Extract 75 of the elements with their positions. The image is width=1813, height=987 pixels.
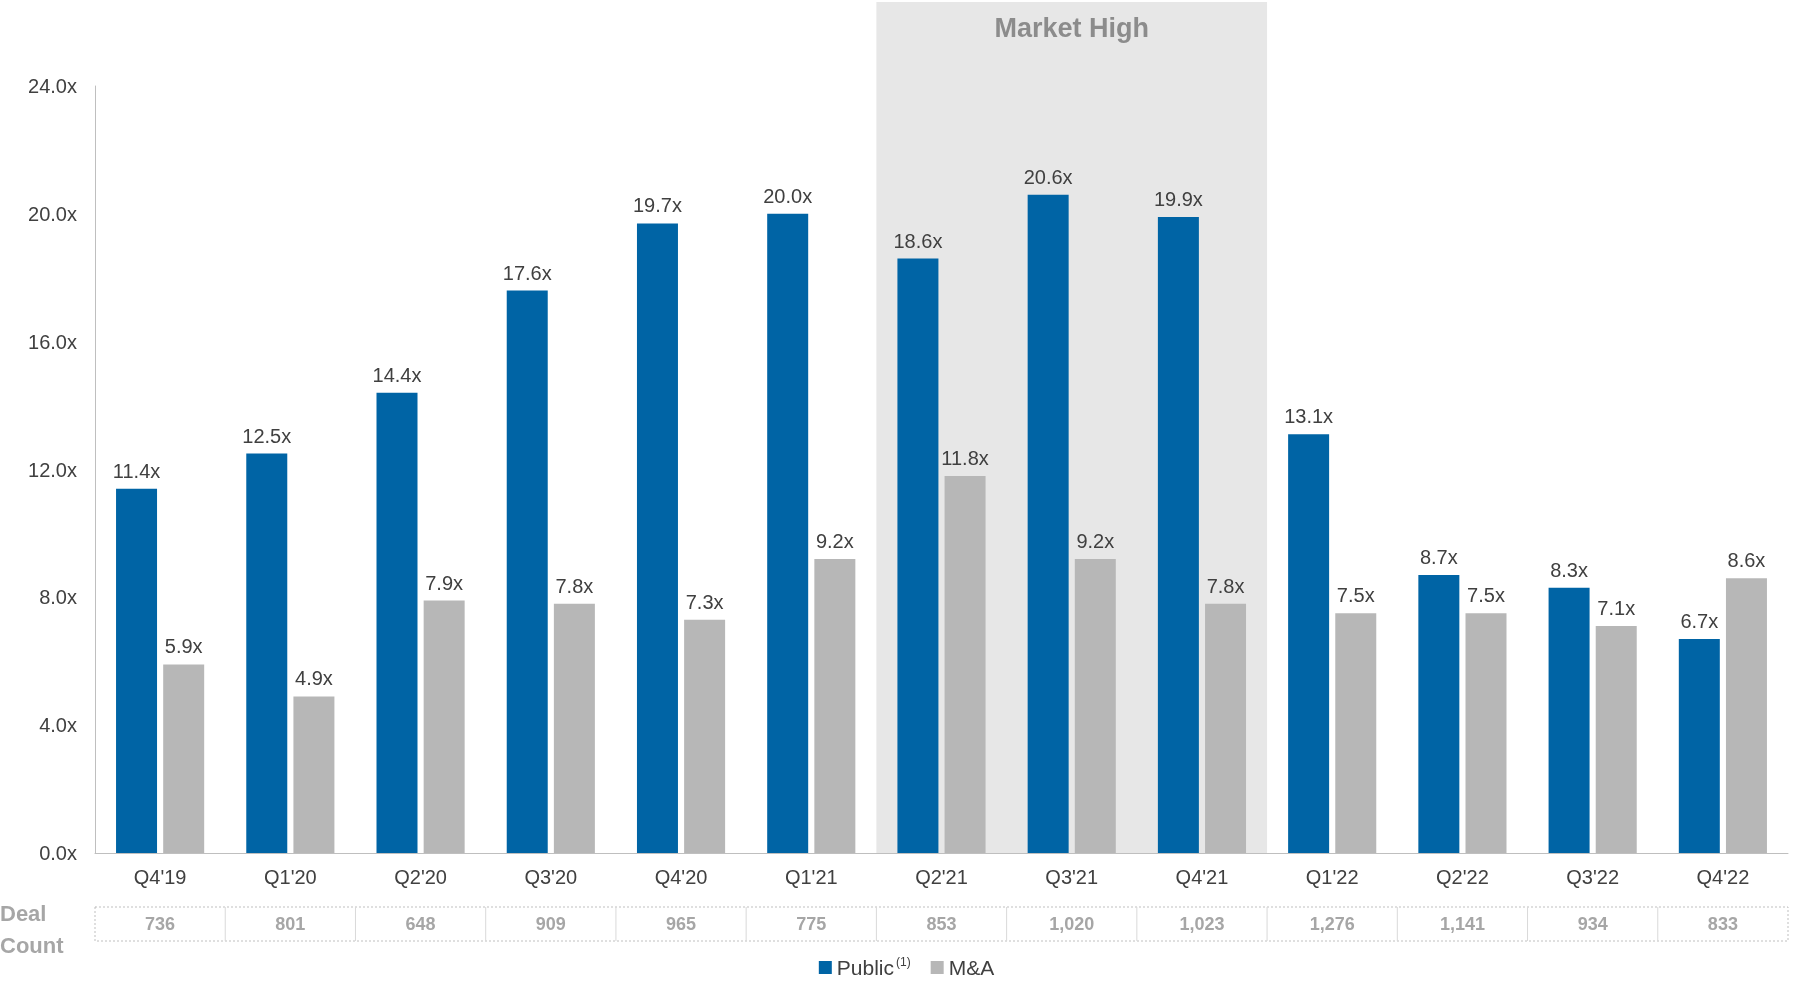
data-label: 9.2x (1076, 529, 1115, 552)
data-label: 7.3x (685, 590, 724, 613)
data-label: 13.1x (1284, 405, 1334, 428)
bar (1548, 587, 1590, 853)
y-tick-label: 24.0x (28, 75, 77, 97)
text: 1,020 (1049, 914, 1095, 934)
text: 833 (1707, 914, 1738, 934)
text: 1,141 (1439, 914, 1485, 934)
text: 965 (666, 914, 697, 934)
data-label: 7.9x (425, 571, 464, 594)
data-label: 8.7x (1419, 545, 1458, 568)
data-label: 12.5x (242, 424, 292, 447)
x-tick-label: Q3'22 (1566, 866, 1620, 888)
text: 1,276 (1309, 914, 1355, 934)
data-label: 7.5x (1467, 584, 1505, 607)
data-label: 9.2x (815, 529, 854, 552)
x-tick-label: Q2'22 (1436, 866, 1489, 888)
text: 1,023 (1179, 914, 1225, 934)
text: Deal Count (0, 900, 65, 958)
data-label: 19.9x (1153, 188, 1203, 211)
y-tick-label: 12.0x (28, 458, 77, 481)
x-tick-label: Q3'21 (1045, 866, 1099, 888)
x-tick-label: Q2'20 (394, 866, 447, 888)
data-label: 19.7x (632, 194, 682, 217)
bar (636, 223, 678, 853)
data-label: 20.6x (1023, 165, 1073, 188)
text: 801 (275, 914, 306, 934)
bar (1418, 574, 1460, 853)
data-label: 4.9x (295, 667, 333, 690)
data-label: 7.8x (555, 574, 594, 597)
x-tick-label: Q1'21 (784, 866, 838, 888)
x-tick-label: Q1'22 (1305, 866, 1359, 888)
data-label: 5.9x (164, 635, 203, 658)
x-tick-label: Q2'21 (915, 866, 968, 888)
data-label: 7.1x (1597, 597, 1636, 620)
x-tick-label: Q4'21 (1175, 866, 1229, 888)
x-tick-label: Q4'19 (133, 866, 187, 888)
data-label: 18.6x (893, 229, 943, 252)
bar (1678, 638, 1720, 853)
text: 648 (405, 914, 436, 934)
data-label: 7.5x (1336, 584, 1375, 607)
text: 736 (145, 914, 176, 934)
data-label: 20.0x (763, 184, 813, 207)
data-label: 8.6x (1727, 549, 1766, 572)
legend-label: M&A (948, 956, 995, 979)
data-label: 8.3x (1550, 558, 1588, 581)
data-label: 11.4x (112, 459, 161, 482)
x-tick-label: Q4'22 (1696, 866, 1750, 888)
x-tick-label: Q4'20 (654, 866, 708, 888)
text: 934 (1577, 914, 1608, 934)
data-label: 11.8x (941, 446, 989, 469)
text: 853 (926, 914, 957, 934)
data-label: 14.4x (372, 363, 422, 386)
y-tick-label: 16.0x (28, 330, 77, 353)
bar (506, 290, 548, 853)
text: 775 (796, 914, 827, 934)
bar (767, 213, 809, 853)
y-tick-label: 4.0x (39, 714, 77, 737)
text: 909 (535, 914, 566, 934)
bar (897, 258, 939, 853)
data-label: 6.7x (1680, 609, 1719, 632)
y-tick-label: 8.0x (39, 586, 77, 609)
bar (1157, 217, 1199, 853)
bar (116, 488, 158, 853)
bar (246, 453, 288, 853)
bar (1027, 194, 1069, 853)
bar (376, 392, 418, 853)
band-label: Market High (994, 12, 1149, 43)
y-tick-label: 0.0x (39, 842, 77, 864)
x-tick-label: Q3'20 (524, 866, 578, 888)
bar (1288, 434, 1330, 853)
data-label: 7.8x (1206, 574, 1245, 597)
y-tick-label: 20.0x (28, 202, 77, 225)
x-tick-label: Q1'20 (263, 866, 317, 888)
data-label: 17.6x (502, 261, 552, 284)
